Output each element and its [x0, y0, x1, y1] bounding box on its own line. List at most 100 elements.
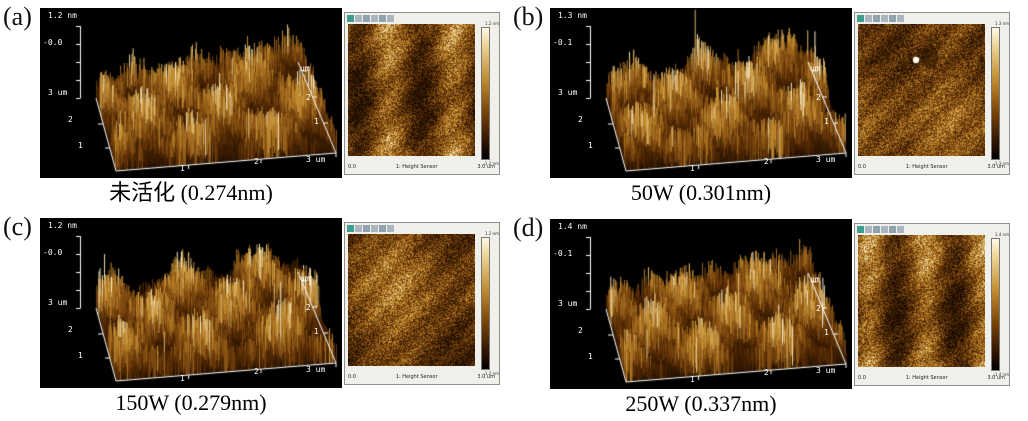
afm-3d-plot: 1.2 nm -0.0 3 um 2 1 1 2 3 um um 2 1: [40, 218, 342, 388]
right-axis-unit: um: [810, 275, 820, 284]
toolbar-icons: [857, 15, 904, 22]
height-colorbar: [481, 27, 490, 160]
tool-icon: [873, 15, 880, 22]
afm-2d-image-panel: 1.4 nm -1.4 nm 0.0 1: Height Sensor 3.0 …: [854, 223, 1010, 386]
right-axis-tick-1: 1: [824, 328, 829, 337]
right-axis-tick-2: 2: [816, 304, 821, 313]
tool-icon: [897, 15, 904, 22]
zoom-tool-icon: [857, 226, 864, 233]
tool-icon: [873, 226, 880, 233]
right-axis-unit: um: [810, 64, 820, 73]
channel-name-label: 1: Height Sensor: [905, 164, 948, 170]
image-status-row: 0.0 1: Height Sensor 3.0 um: [858, 376, 1005, 381]
tool-icon: [881, 15, 888, 22]
image-status-row: 0.0 1: Height Sensor 3.0 um: [348, 375, 495, 380]
zoom-tool-icon: [347, 15, 354, 22]
colorbar-max-label: 1.2 nm: [484, 231, 499, 236]
channel-name-label: 1: Height Sensor: [395, 164, 438, 170]
tool-icon: [355, 15, 362, 22]
tool-icon: [371, 15, 378, 22]
afm-3d-plot: 1.4 nm -0.1 3 um 2 1 1 2 3 um um 2 1: [550, 219, 852, 389]
y-axis-max-label: 3 um: [48, 88, 68, 97]
tool-icon: [363, 15, 370, 22]
toolbar-icons: [857, 226, 904, 233]
y-axis-tick-1: 1: [588, 141, 593, 150]
zoom-tool-icon: [857, 15, 864, 22]
tool-icon: [379, 225, 386, 232]
z-axis-max-label: 1.3 nm: [558, 11, 587, 20]
z-axis-min-label: -0.0: [43, 248, 63, 257]
x-axis-end-label: 3 um: [816, 366, 836, 375]
colorbar-min-label: -1.3 nm: [993, 161, 1009, 166]
tool-icon: [897, 226, 904, 233]
afm-2d-image-panel: 1.2 nm -1.2 nm 0.0 1: Height Sensor 3.0 …: [344, 222, 500, 385]
y-axis-max-label: 3 um: [48, 298, 68, 307]
panel-label: (b): [513, 2, 544, 31]
channel-name-label: 1: Height Sensor: [395, 374, 438, 380]
image-status-row: 0.0 1: Height Sensor 3.0 um: [348, 165, 495, 170]
z-axis-max-label: 1.4 nm: [558, 222, 587, 231]
x-axis-end-label: 3 um: [306, 155, 326, 164]
colorbar-min-label: -1.4 nm: [993, 372, 1009, 377]
y-axis-tick-1: 1: [78, 141, 83, 150]
tool-icon: [881, 226, 888, 233]
x-axis-tick-2: 2: [764, 368, 769, 377]
z-axis-min-label: -0.0: [43, 38, 63, 47]
right-axis-unit: um: [300, 64, 310, 73]
x-axis-tick-2: 2: [764, 157, 769, 166]
y-axis-max-label: 3 um: [558, 299, 578, 308]
height-colorbar: [481, 237, 490, 370]
afm-2d-height-image: [348, 24, 475, 156]
afm-3d-surface-canvas: [550, 8, 852, 178]
right-axis-tick-2: 2: [306, 93, 311, 102]
afm-3d-plot: 1.3 nm -0.1 3 um 2 1 1 2 3 um um 2 1: [550, 8, 852, 178]
right-axis-tick-2: 2: [816, 93, 821, 102]
afm-3d-plot: 1.2 nm -0.0 3 um 2 1 1 2 3 um um 2 1: [40, 8, 342, 178]
image-status-row: 0.0 1: Height Sensor 3.0 um: [858, 165, 1005, 170]
right-axis-tick-1: 1: [314, 117, 319, 126]
toolbar-icons: [347, 15, 394, 22]
channel-name-label: 1: Height Sensor: [905, 375, 948, 381]
x-axis-tick-1: 1: [690, 375, 695, 384]
tool-icon: [865, 226, 872, 233]
tool-icon: [865, 15, 872, 22]
panel-caption: 250W (0.337nm): [625, 391, 777, 416]
afm-2d-height-image: [858, 24, 985, 156]
colorbar-min-label: -1.2 nm: [483, 161, 499, 166]
afm-2d-image-panel: 1.3 nm -1.3 nm 0.0 1: Height Sensor 3.0 …: [854, 12, 1010, 175]
afm-2d-height-image: [858, 235, 985, 367]
tool-icon: [889, 15, 896, 22]
x-axis-tick-1: 1: [690, 164, 695, 173]
toolbar-icons: [347, 225, 394, 232]
afm-panel: (a) 1.2 nm -0.0 3 um 2 1 1 2 3 um um 2 1: [0, 0, 518, 210]
x-axis-end-label: 3 um: [306, 365, 326, 374]
y-axis-tick-2: 2: [578, 115, 583, 124]
scan-size-label: 3.0 um: [987, 164, 1005, 170]
tool-icon: [371, 225, 378, 232]
afm-3d-surface-canvas: [40, 218, 342, 388]
right-axis-tick-2: 2: [306, 303, 311, 312]
z-axis-max-label: 1.2 nm: [48, 221, 77, 230]
panel-caption: 150W (0.279nm): [115, 390, 267, 415]
x-axis-tick-2: 2: [254, 367, 259, 376]
y-axis-tick-1: 1: [588, 352, 593, 361]
colorbar-min-label: -1.2 nm: [483, 371, 499, 376]
panel-label: (d): [513, 213, 544, 242]
right-axis-unit: um: [300, 274, 310, 283]
scan-size-label: 3.0 um: [477, 374, 495, 380]
x-axis-tick-1: 1: [180, 164, 185, 173]
afm-2d-height-image: [348, 234, 475, 366]
panel-caption: 50W (0.301nm): [630, 180, 772, 205]
y-axis-tick-2: 2: [68, 325, 73, 334]
y-axis-tick-1: 1: [78, 351, 83, 360]
tool-icon: [355, 225, 362, 232]
x-axis-tick-1: 1: [180, 374, 185, 383]
afm-2d-image-panel: 1.2 nm -1.2 nm 0.0 1: Height Sensor 3.0 …: [344, 12, 500, 175]
tool-icon: [387, 225, 394, 232]
afm-panel: (b) 1.3 nm -0.1 3 um 2 1 1 2 3 um um 2 1: [510, 0, 1028, 210]
tool-icon: [379, 15, 386, 22]
scan-start-label: 0.0: [858, 375, 866, 381]
afm-panel: (d) 1.4 nm -0.1 3 um 2 1 1 2 3 um um 2 1: [510, 211, 1028, 421]
afm-panel: (c) 1.2 nm -0.0 3 um 2 1 1 2 3 um um 2 1: [0, 210, 518, 420]
tool-icon: [363, 225, 370, 232]
